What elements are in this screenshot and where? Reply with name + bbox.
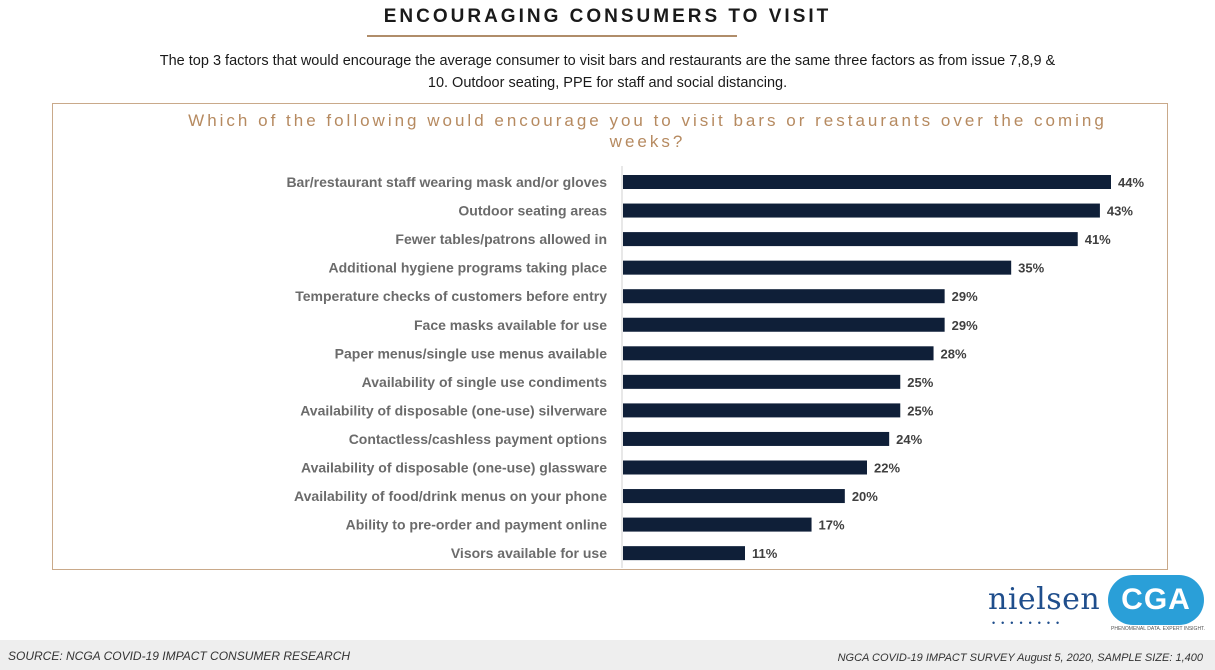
bar xyxy=(623,203,1100,218)
bar xyxy=(623,517,812,532)
data-label: 24% xyxy=(896,432,922,447)
bar xyxy=(623,175,1111,189)
nielsen-logo-dots: •••••••• xyxy=(992,618,1066,628)
bar xyxy=(623,232,1078,247)
category-label: Paper menus/single use menus available xyxy=(335,345,608,361)
cga-logo: CGA xyxy=(1108,575,1204,625)
data-label: 29% xyxy=(952,318,978,333)
bar xyxy=(623,546,745,561)
category-label: Additional hygiene programs taking place xyxy=(329,260,608,276)
category-label: Temperature checks of customers before e… xyxy=(295,288,607,304)
category-label: Visors available for use xyxy=(451,545,607,561)
bar xyxy=(623,289,945,304)
category-label: Ability to pre-order and payment online xyxy=(346,517,608,533)
data-label: 22% xyxy=(874,461,900,476)
data-label: 43% xyxy=(1107,204,1133,219)
bar xyxy=(623,403,901,418)
category-label: Contactless/cashless payment options xyxy=(349,431,608,447)
data-label: 25% xyxy=(907,375,933,390)
footer-source: SOURCE: NCGA COVID-19 IMPACT CONSUMER RE… xyxy=(8,649,351,663)
data-label: 44% xyxy=(1118,175,1144,190)
page-title: ENCOURAGING CONSUMERS TO VISIT xyxy=(383,6,832,27)
bar xyxy=(623,374,901,389)
data-label: 17% xyxy=(819,518,845,533)
category-label: Availability of food/drink menus on your… xyxy=(294,488,607,504)
data-label: 29% xyxy=(952,289,978,304)
data-label: 28% xyxy=(941,346,967,361)
data-label: 20% xyxy=(852,489,878,504)
bar xyxy=(623,460,867,475)
bar xyxy=(623,489,845,504)
category-label: Bar/restaurant staff wearing mask and/or… xyxy=(286,174,607,190)
bar xyxy=(623,346,934,361)
cga-tagline: PHENOMENAL DATA. EXPERT INSIGHT. xyxy=(1111,626,1205,632)
category-label: Face masks available for use xyxy=(414,317,607,333)
data-label: 41% xyxy=(1085,232,1111,247)
data-label: 35% xyxy=(1018,261,1044,276)
category-label: Availability of disposable (one-use) sil… xyxy=(300,402,607,418)
data-label: 25% xyxy=(907,403,933,418)
chart-frame xyxy=(52,103,1168,570)
category-label: Outdoor seating areas xyxy=(458,203,607,219)
data-label: 11% xyxy=(752,546,778,561)
page-subtitle: The top 3 factors that would encourage t… xyxy=(159,53,1056,91)
chart-title: Which of the following would encourage y… xyxy=(188,111,1107,151)
category-label: Fewer tables/patrons allowed in xyxy=(395,231,607,247)
footer-survey-info: NGCA COVID-19 IMPACT SURVEY August 5, 20… xyxy=(837,652,1203,664)
category-label: Availability of disposable (one-use) gla… xyxy=(301,460,607,476)
category-label: Availability of single use condiments xyxy=(362,374,608,390)
footer-bar xyxy=(0,640,1215,670)
bar xyxy=(623,431,890,446)
bar xyxy=(623,260,1012,275)
bar-chart: Bar/restaurant staff wearing mask and/or… xyxy=(286,166,1144,568)
nielsen-logo: nielsen xyxy=(988,582,1101,617)
bar xyxy=(623,317,945,332)
title-underline xyxy=(367,35,737,37)
